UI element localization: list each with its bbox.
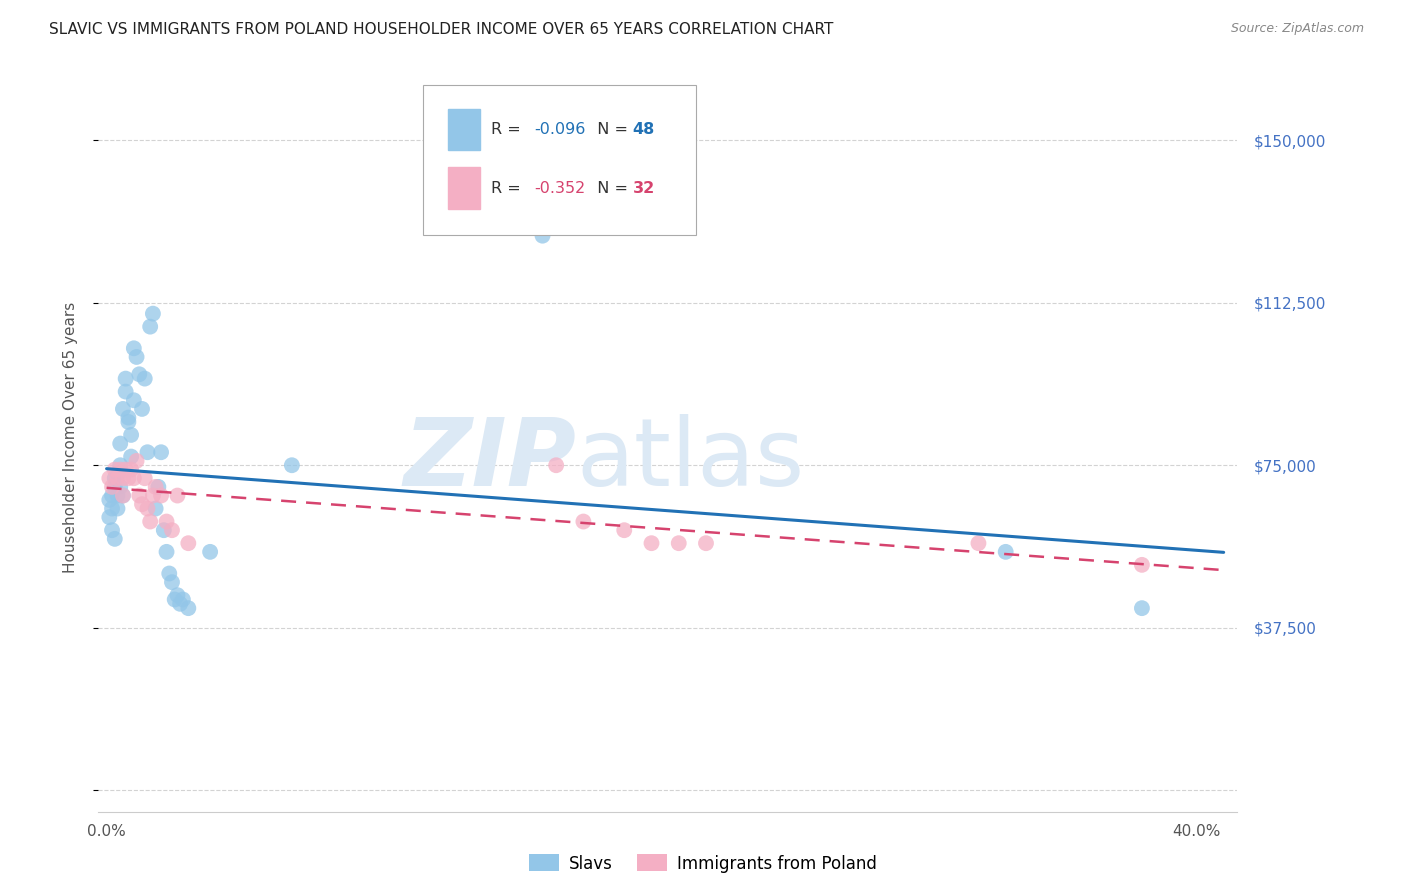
Point: [122, 341, 145, 355]
Point: [136, 445, 159, 459]
Point: [281, 458, 304, 473]
Point: [531, 228, 554, 243]
Point: [166, 588, 188, 602]
Point: [117, 415, 139, 429]
Text: 48: 48: [633, 122, 655, 137]
Point: [101, 480, 124, 494]
Point: [153, 523, 176, 537]
FancyBboxPatch shape: [423, 85, 696, 235]
Point: [110, 480, 132, 494]
Text: R =: R =: [491, 122, 526, 137]
Point: [148, 480, 170, 494]
Point: [172, 592, 194, 607]
Text: 32: 32: [633, 181, 655, 196]
Point: [177, 601, 200, 615]
Point: [120, 428, 142, 442]
Point: [117, 471, 139, 485]
Text: Source: ZipAtlas.com: Source: ZipAtlas.com: [1230, 22, 1364, 36]
Point: [125, 454, 148, 468]
Point: [160, 523, 183, 537]
Point: [157, 566, 180, 581]
Point: [107, 471, 129, 485]
Point: [134, 371, 156, 385]
Point: [122, 471, 145, 485]
Point: [150, 489, 173, 503]
Point: [155, 545, 177, 559]
Point: [155, 515, 177, 529]
Point: [198, 545, 221, 559]
Point: [110, 462, 132, 476]
Point: [136, 501, 159, 516]
Point: [967, 536, 990, 550]
Point: [114, 384, 136, 399]
FancyBboxPatch shape: [449, 168, 479, 209]
Point: [139, 319, 162, 334]
Point: [546, 458, 568, 473]
Point: [160, 575, 183, 590]
Point: [110, 458, 132, 473]
Point: [98, 510, 121, 524]
Point: [120, 462, 142, 476]
FancyBboxPatch shape: [449, 109, 479, 150]
Text: R =: R =: [491, 181, 526, 196]
Point: [120, 450, 142, 464]
Point: [117, 410, 139, 425]
Text: N =: N =: [586, 122, 633, 137]
Point: [98, 471, 121, 485]
Point: [145, 501, 167, 516]
Point: [114, 371, 136, 385]
Text: -0.096: -0.096: [534, 122, 586, 137]
Point: [107, 467, 129, 481]
Point: [131, 401, 153, 416]
Point: [169, 597, 191, 611]
Point: [122, 393, 145, 408]
Text: N =: N =: [586, 181, 633, 196]
Point: [114, 462, 136, 476]
Point: [166, 489, 188, 503]
Text: atlas: atlas: [576, 414, 806, 506]
Point: [101, 523, 124, 537]
Point: [104, 532, 127, 546]
Point: [111, 489, 134, 503]
Point: [101, 489, 124, 503]
Y-axis label: Householder Income Over 65 years: Householder Income Over 65 years: [63, 301, 77, 573]
Point: [142, 489, 165, 503]
Point: [142, 307, 165, 321]
Point: [994, 545, 1017, 559]
Text: -0.352: -0.352: [534, 181, 586, 196]
Point: [104, 462, 127, 476]
Point: [111, 401, 134, 416]
Point: [134, 471, 156, 485]
Point: [110, 436, 132, 450]
Point: [695, 536, 717, 550]
Text: ZIP: ZIP: [404, 414, 576, 506]
Point: [107, 501, 129, 516]
Legend: Slavs, Immigrants from Poland: Slavs, Immigrants from Poland: [522, 847, 884, 880]
Point: [177, 536, 200, 550]
Point: [1130, 558, 1153, 572]
Point: [128, 489, 150, 503]
Point: [128, 368, 150, 382]
Point: [131, 497, 153, 511]
Point: [145, 480, 167, 494]
Point: [640, 536, 662, 550]
Point: [163, 592, 186, 607]
Point: [101, 501, 124, 516]
Point: [613, 523, 636, 537]
Point: [668, 536, 690, 550]
Point: [572, 515, 595, 529]
Point: [125, 350, 148, 364]
Text: SLAVIC VS IMMIGRANTS FROM POLAND HOUSEHOLDER INCOME OVER 65 YEARS CORRELATION CH: SLAVIC VS IMMIGRANTS FROM POLAND HOUSEHO…: [49, 22, 834, 37]
Point: [150, 445, 173, 459]
Point: [1130, 601, 1153, 615]
Point: [107, 489, 129, 503]
Point: [111, 489, 134, 503]
Point: [139, 515, 162, 529]
Point: [104, 480, 127, 494]
Point: [104, 471, 127, 485]
Point: [98, 492, 121, 507]
Point: [111, 471, 134, 485]
